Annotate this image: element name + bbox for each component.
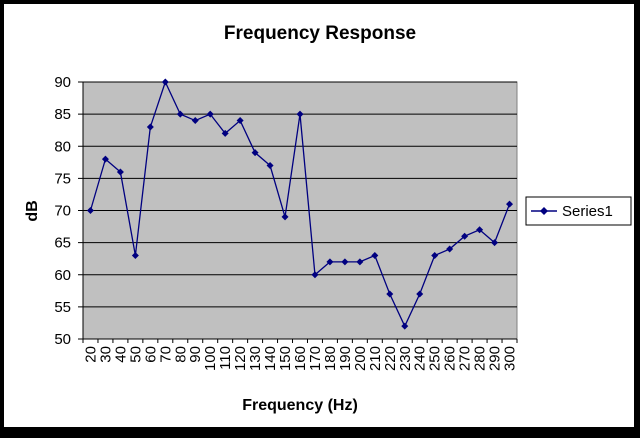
x-tick-label: 120 xyxy=(232,346,249,371)
data-point xyxy=(386,290,394,298)
data-point xyxy=(341,258,349,266)
x-tick-label: 240 xyxy=(412,346,429,371)
legend-label: Series1 xyxy=(562,203,613,220)
x-tick-label: 200 xyxy=(352,346,369,371)
data-point xyxy=(401,322,409,330)
x-tick-label: 220 xyxy=(382,346,399,371)
data-point xyxy=(446,245,454,253)
chart-title: Frequency Response xyxy=(224,23,416,44)
x-tick-label: 280 xyxy=(472,346,489,371)
data-point xyxy=(161,78,169,86)
x-tick-label: 300 xyxy=(502,346,519,371)
y-tick-label: 70 xyxy=(54,203,71,220)
data-point xyxy=(311,271,319,279)
x-tick-label: 180 xyxy=(322,346,339,371)
legend: Series1 xyxy=(525,196,632,226)
x-tick-label: 190 xyxy=(337,346,354,371)
y-tick-label: 65 xyxy=(54,235,71,252)
data-point xyxy=(281,213,289,221)
x-tick-label: 80 xyxy=(172,346,189,363)
y-tick-label: 80 xyxy=(54,138,71,155)
x-tick-label: 160 xyxy=(292,346,309,371)
data-point xyxy=(266,162,274,170)
x-tick-label: 270 xyxy=(457,346,474,371)
y-tick-label: 50 xyxy=(54,331,71,348)
x-tick-label: 250 xyxy=(427,346,444,371)
x-tick-label: 90 xyxy=(187,346,204,363)
x-tick-label: 290 xyxy=(487,346,504,371)
x-tick-label: 230 xyxy=(397,346,414,371)
data-point xyxy=(206,110,214,118)
data-point xyxy=(101,155,109,163)
data-point xyxy=(176,110,184,118)
y-tick-label: 60 xyxy=(54,267,71,284)
y-tick-label: 90 xyxy=(54,74,71,91)
data-point xyxy=(146,123,154,131)
data-point xyxy=(236,117,244,125)
data-point xyxy=(476,226,484,234)
y-axis-ticks: 50 55 60 65 70 75 80 85 90 xyxy=(54,74,84,348)
data-point xyxy=(116,168,124,176)
x-tick-label: 170 xyxy=(307,346,324,371)
data-point xyxy=(491,239,499,247)
data-point xyxy=(506,200,514,208)
data-point xyxy=(416,290,424,298)
x-tick-label: 140 xyxy=(262,346,279,371)
x-tick-label: 260 xyxy=(442,346,459,371)
data-point xyxy=(326,258,334,266)
data-point xyxy=(221,129,229,137)
y-tick-label: 75 xyxy=(54,170,71,187)
x-tick-label: 70 xyxy=(157,346,174,363)
y-tick-label: 85 xyxy=(54,106,71,123)
x-tick-label: 100 xyxy=(202,346,219,371)
x-axis-title: Frequency (Hz) xyxy=(242,397,358,414)
x-tick-label: 50 xyxy=(127,346,144,363)
y-axis-title: dB xyxy=(24,200,41,221)
data-point xyxy=(86,207,94,214)
x-tick-label: 210 xyxy=(367,346,384,371)
x-tick-label: 40 xyxy=(112,346,129,363)
data-point xyxy=(296,110,304,118)
x-tick-label: 130 xyxy=(247,346,264,371)
x-axis-ticks: 2030405060708090100110120130140150160170… xyxy=(82,338,519,371)
x-tick-label: 150 xyxy=(277,346,294,371)
data-point xyxy=(191,117,199,125)
x-tick-label: 30 xyxy=(97,346,114,363)
data-point xyxy=(371,251,379,259)
data-point xyxy=(356,258,364,266)
data-point xyxy=(431,251,439,259)
series-layer xyxy=(86,78,514,330)
data-point xyxy=(251,149,259,157)
data-point xyxy=(131,251,139,259)
x-tick-label: 20 xyxy=(82,346,99,363)
legend-marker xyxy=(540,207,548,215)
data-point xyxy=(461,232,469,240)
x-tick-label: 60 xyxy=(142,346,159,363)
x-tick-label: 110 xyxy=(217,346,234,370)
y-tick-label: 55 xyxy=(54,299,71,316)
